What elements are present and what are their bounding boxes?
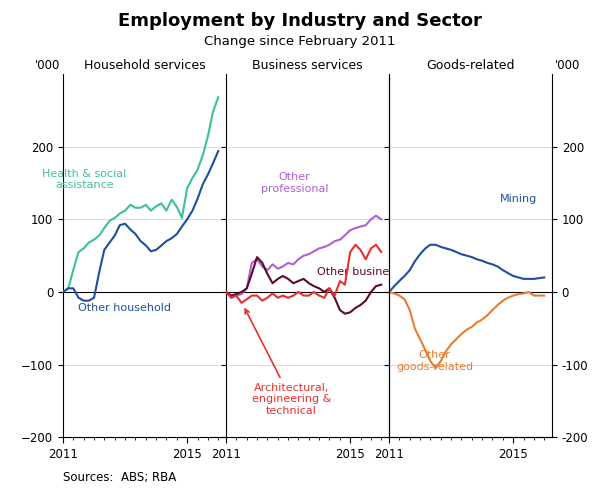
- Text: Mining: Mining: [500, 194, 537, 204]
- Text: Employment by Industry and Sector: Employment by Industry and Sector: [118, 12, 482, 30]
- Text: Other
goods-related: Other goods-related: [396, 350, 473, 371]
- Text: Household services: Household services: [83, 59, 205, 72]
- Text: Sources:  ABS; RBA: Sources: ABS; RBA: [63, 471, 176, 484]
- Text: '000: '000: [35, 59, 60, 72]
- Text: Other business: Other business: [317, 267, 401, 277]
- Text: Architectural,
engineering &
technical: Architectural, engineering & technical: [245, 309, 331, 416]
- Text: Other household: Other household: [79, 303, 172, 313]
- Text: Goods-related: Goods-related: [426, 59, 515, 72]
- Text: Business services: Business services: [252, 59, 363, 72]
- Text: Health & social
assistance: Health & social assistance: [42, 168, 127, 190]
- Text: '000: '000: [555, 59, 580, 72]
- Text: Other
professional: Other professional: [261, 172, 328, 194]
- Text: Change since February 2011: Change since February 2011: [204, 35, 396, 47]
